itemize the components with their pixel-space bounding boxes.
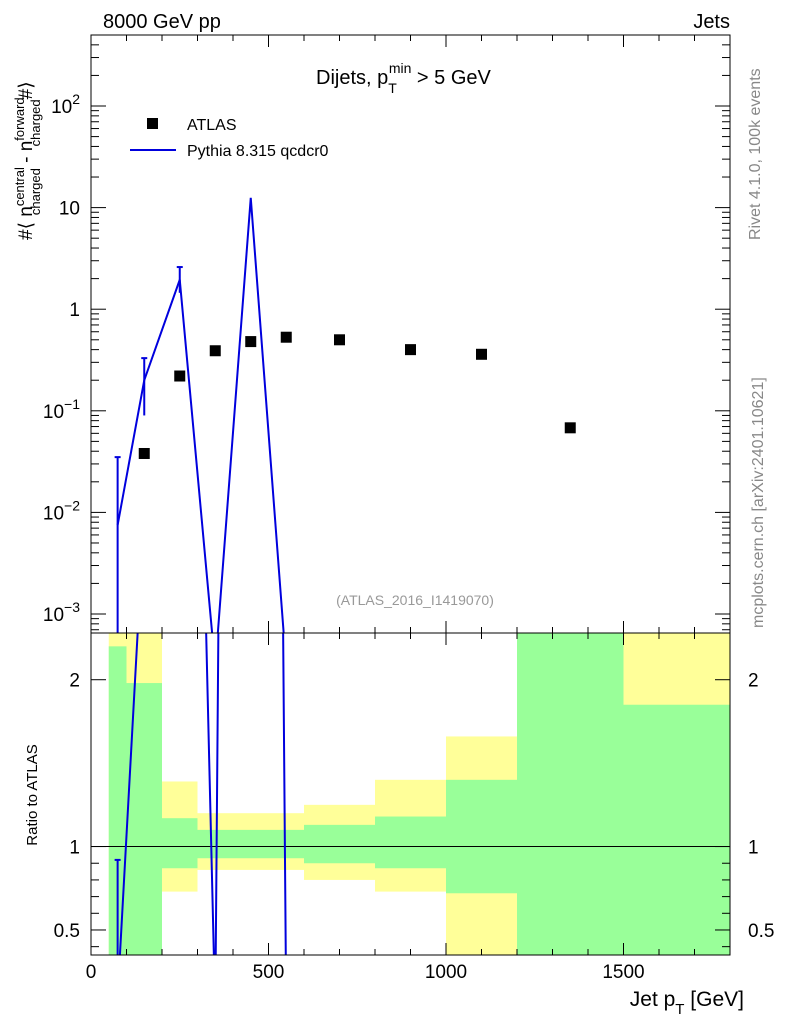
- ratio-y-tick-label-right: 0.5: [748, 921, 774, 942]
- ratio-y-tick-label: 2: [69, 671, 80, 692]
- ratio-plot-area: [91, 633, 730, 955]
- legend-pythia-label: Pythia 8.315 qcdcr0: [187, 143, 329, 160]
- x-axis-label: Jet pT [GeV]: [630, 988, 744, 1018]
- pythia-line: [116, 197, 285, 633]
- ratio-band-green: [197, 829, 233, 859]
- x-tick-label: 1000: [425, 962, 467, 983]
- ratio-panel: 0 500 1000 1500 0.5 0.5 1 1 2 2 Ratio to ATLAS J…: [24, 632, 774, 1018]
- atlas-data-point: [476, 348, 487, 360]
- ratio-y-ticks: 0.5 0.5 1 1 2 2: [54, 671, 774, 948]
- legend: ATLAS Pythia 8.315 qcdcr0: [130, 117, 329, 160]
- main-y-tick-label: 102: [51, 91, 80, 118]
- header-left: 8000 GeV pp: [103, 11, 221, 33]
- legend-atlas-label: ATLAS: [187, 117, 237, 134]
- atlas-data-point: [334, 334, 345, 346]
- x-tick-label: 0: [86, 962, 97, 983]
- ratio-band-green: [623, 704, 730, 955]
- main-y-tick-label: 1: [69, 300, 80, 321]
- ratio-band-green: [162, 818, 198, 869]
- ratio-band-green: [304, 824, 375, 864]
- analysis-watermark: (ATLAS_2016_I1419070): [336, 592, 494, 608]
- main-panel: 10−3 10−2 10−1 1 10 102 Dijets, pTmin > 5 GeV…: [12, 34, 731, 634]
- x-tick-label: 500: [253, 962, 285, 983]
- main-y-ticks: 10−3 10−2 10−1 1 10 102: [43, 34, 730, 631]
- ratio-band-green: [375, 816, 446, 869]
- atlas-data-point: [174, 370, 186, 382]
- ratio-band-green: [517, 633, 624, 955]
- ratio-band-green: [233, 829, 304, 859]
- ratio-band-green: [446, 779, 517, 894]
- header-right: Jets: [693, 11, 730, 33]
- atlas-data-point: [138, 447, 150, 459]
- ratio-y-tick-label: 0.5: [54, 921, 80, 942]
- atlas-data-point: [280, 331, 292, 343]
- atlas-data-point: [564, 422, 576, 434]
- main-y-tick-label: 10−3: [43, 599, 80, 626]
- x-tick-label: 1500: [602, 962, 644, 983]
- ratio-y-tick-label: 1: [69, 838, 80, 859]
- ratio-y-axis-label: Ratio to ATLAS: [24, 744, 41, 845]
- atlas-data-point: [209, 345, 221, 357]
- atlas-data-point: [405, 344, 416, 356]
- main-title: Dijets, pTmin > 5 GeV: [316, 60, 492, 96]
- legend-atlas-marker: [147, 118, 158, 129]
- ratio-y-tick-label-right: 2: [748, 671, 759, 692]
- main-y-tick-label: 10−1: [43, 396, 80, 423]
- ratio-band-green: [108, 646, 127, 955]
- rivet-label: Rivet 4.1.0, 100k events: [747, 68, 764, 240]
- main-plot-area: [114, 197, 576, 633]
- atlas-data-point: [245, 336, 257, 348]
- mcplots-label: mcplots.cern.ch [arXiv:2401.10621]: [750, 377, 767, 628]
- main-y-tick-label: 10: [59, 199, 80, 220]
- ratio-y-tick-label-right: 1: [748, 838, 759, 859]
- main-y-axis-label: #⟨ ncentralcharged - nforwardcharged#⟩: [12, 81, 43, 240]
- ratio-frame: [90, 632, 731, 956]
- main-y-tick-label: 10−2: [43, 497, 80, 524]
